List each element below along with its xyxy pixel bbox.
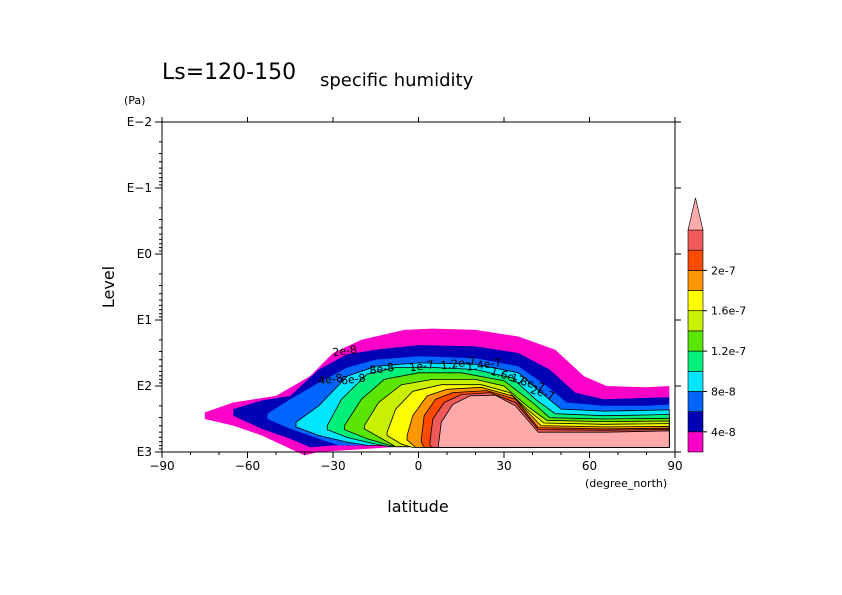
- y-unit-label: (Pa): [124, 94, 145, 107]
- colorbar-tick-label: 2e-7: [711, 264, 736, 277]
- colorbar-tick-label: 4e-8: [711, 426, 736, 439]
- y-axis: E−2 E−1 E0 E1 E2 E3: [127, 115, 681, 459]
- colorbar: 4e-8 8e-8 1.2e-7 1.6e-7 2e-7: [687, 197, 746, 453]
- y-axis-label: Level: [99, 266, 118, 308]
- y-tick-label: E2: [137, 379, 152, 393]
- y-tick-label: E3: [137, 445, 152, 459]
- contour-label: 1.4e-7: [466, 356, 503, 374]
- x-tick-label: 90: [667, 459, 682, 473]
- colorbar-tick-label: 8e-8: [711, 385, 736, 398]
- colorbar-tick-label: 1.2e-7: [711, 345, 746, 358]
- y-tick-label: E1: [137, 313, 152, 327]
- contour-label: 6e-8: [340, 371, 366, 387]
- x-tick-label: −30: [320, 459, 345, 473]
- y-tick-label: E−2: [127, 115, 152, 129]
- chart-title: Ls=120-150: [162, 60, 296, 85]
- contour-fields: [204, 328, 670, 456]
- x-tick-label: −90: [149, 459, 174, 473]
- x-tick-label: −60: [235, 459, 260, 473]
- contour-label: 2e-8: [332, 343, 358, 359]
- colorbar-swatch: [687, 270, 704, 291]
- contour-level-11: [438, 394, 670, 448]
- y-tick-label: E−1: [127, 181, 152, 195]
- x-axis-label: latitude: [387, 497, 448, 516]
- colorbar-swatch: [687, 431, 704, 453]
- colorbar-swatch: [687, 391, 704, 412]
- contour-label: 8e-8: [369, 361, 395, 377]
- x-axis: −90 −60 −30 0 30 60 90: [149, 117, 683, 473]
- y-tick-label: E0: [137, 247, 152, 261]
- colorbar-swatch: [687, 411, 704, 433]
- colorbar-swatch: [687, 370, 704, 392]
- colorbar-swatch: [687, 330, 704, 352]
- colorbar-swatch: [687, 290, 704, 312]
- colorbar-extend-arrow: [687, 197, 704, 231]
- chart-subtitle: specific humidity: [320, 70, 474, 91]
- colorbar-swatch: [687, 229, 704, 251]
- contour-label: 1.2e-7: [440, 355, 477, 373]
- x-tick-label: 60: [582, 459, 597, 473]
- x-unit-label: (degree_north): [585, 477, 667, 490]
- colorbar-swatch: [687, 350, 704, 372]
- x-tick-label: 0: [415, 459, 423, 473]
- x-tick-label: 30: [496, 459, 511, 473]
- colorbar-swatch: [687, 310, 704, 332]
- contour-label: 4e-8: [317, 371, 343, 387]
- contour-label: 1e-7: [409, 358, 435, 374]
- colorbar-tick-label: 1.6e-7: [711, 305, 746, 318]
- colorbar-swatch: [687, 249, 704, 271]
